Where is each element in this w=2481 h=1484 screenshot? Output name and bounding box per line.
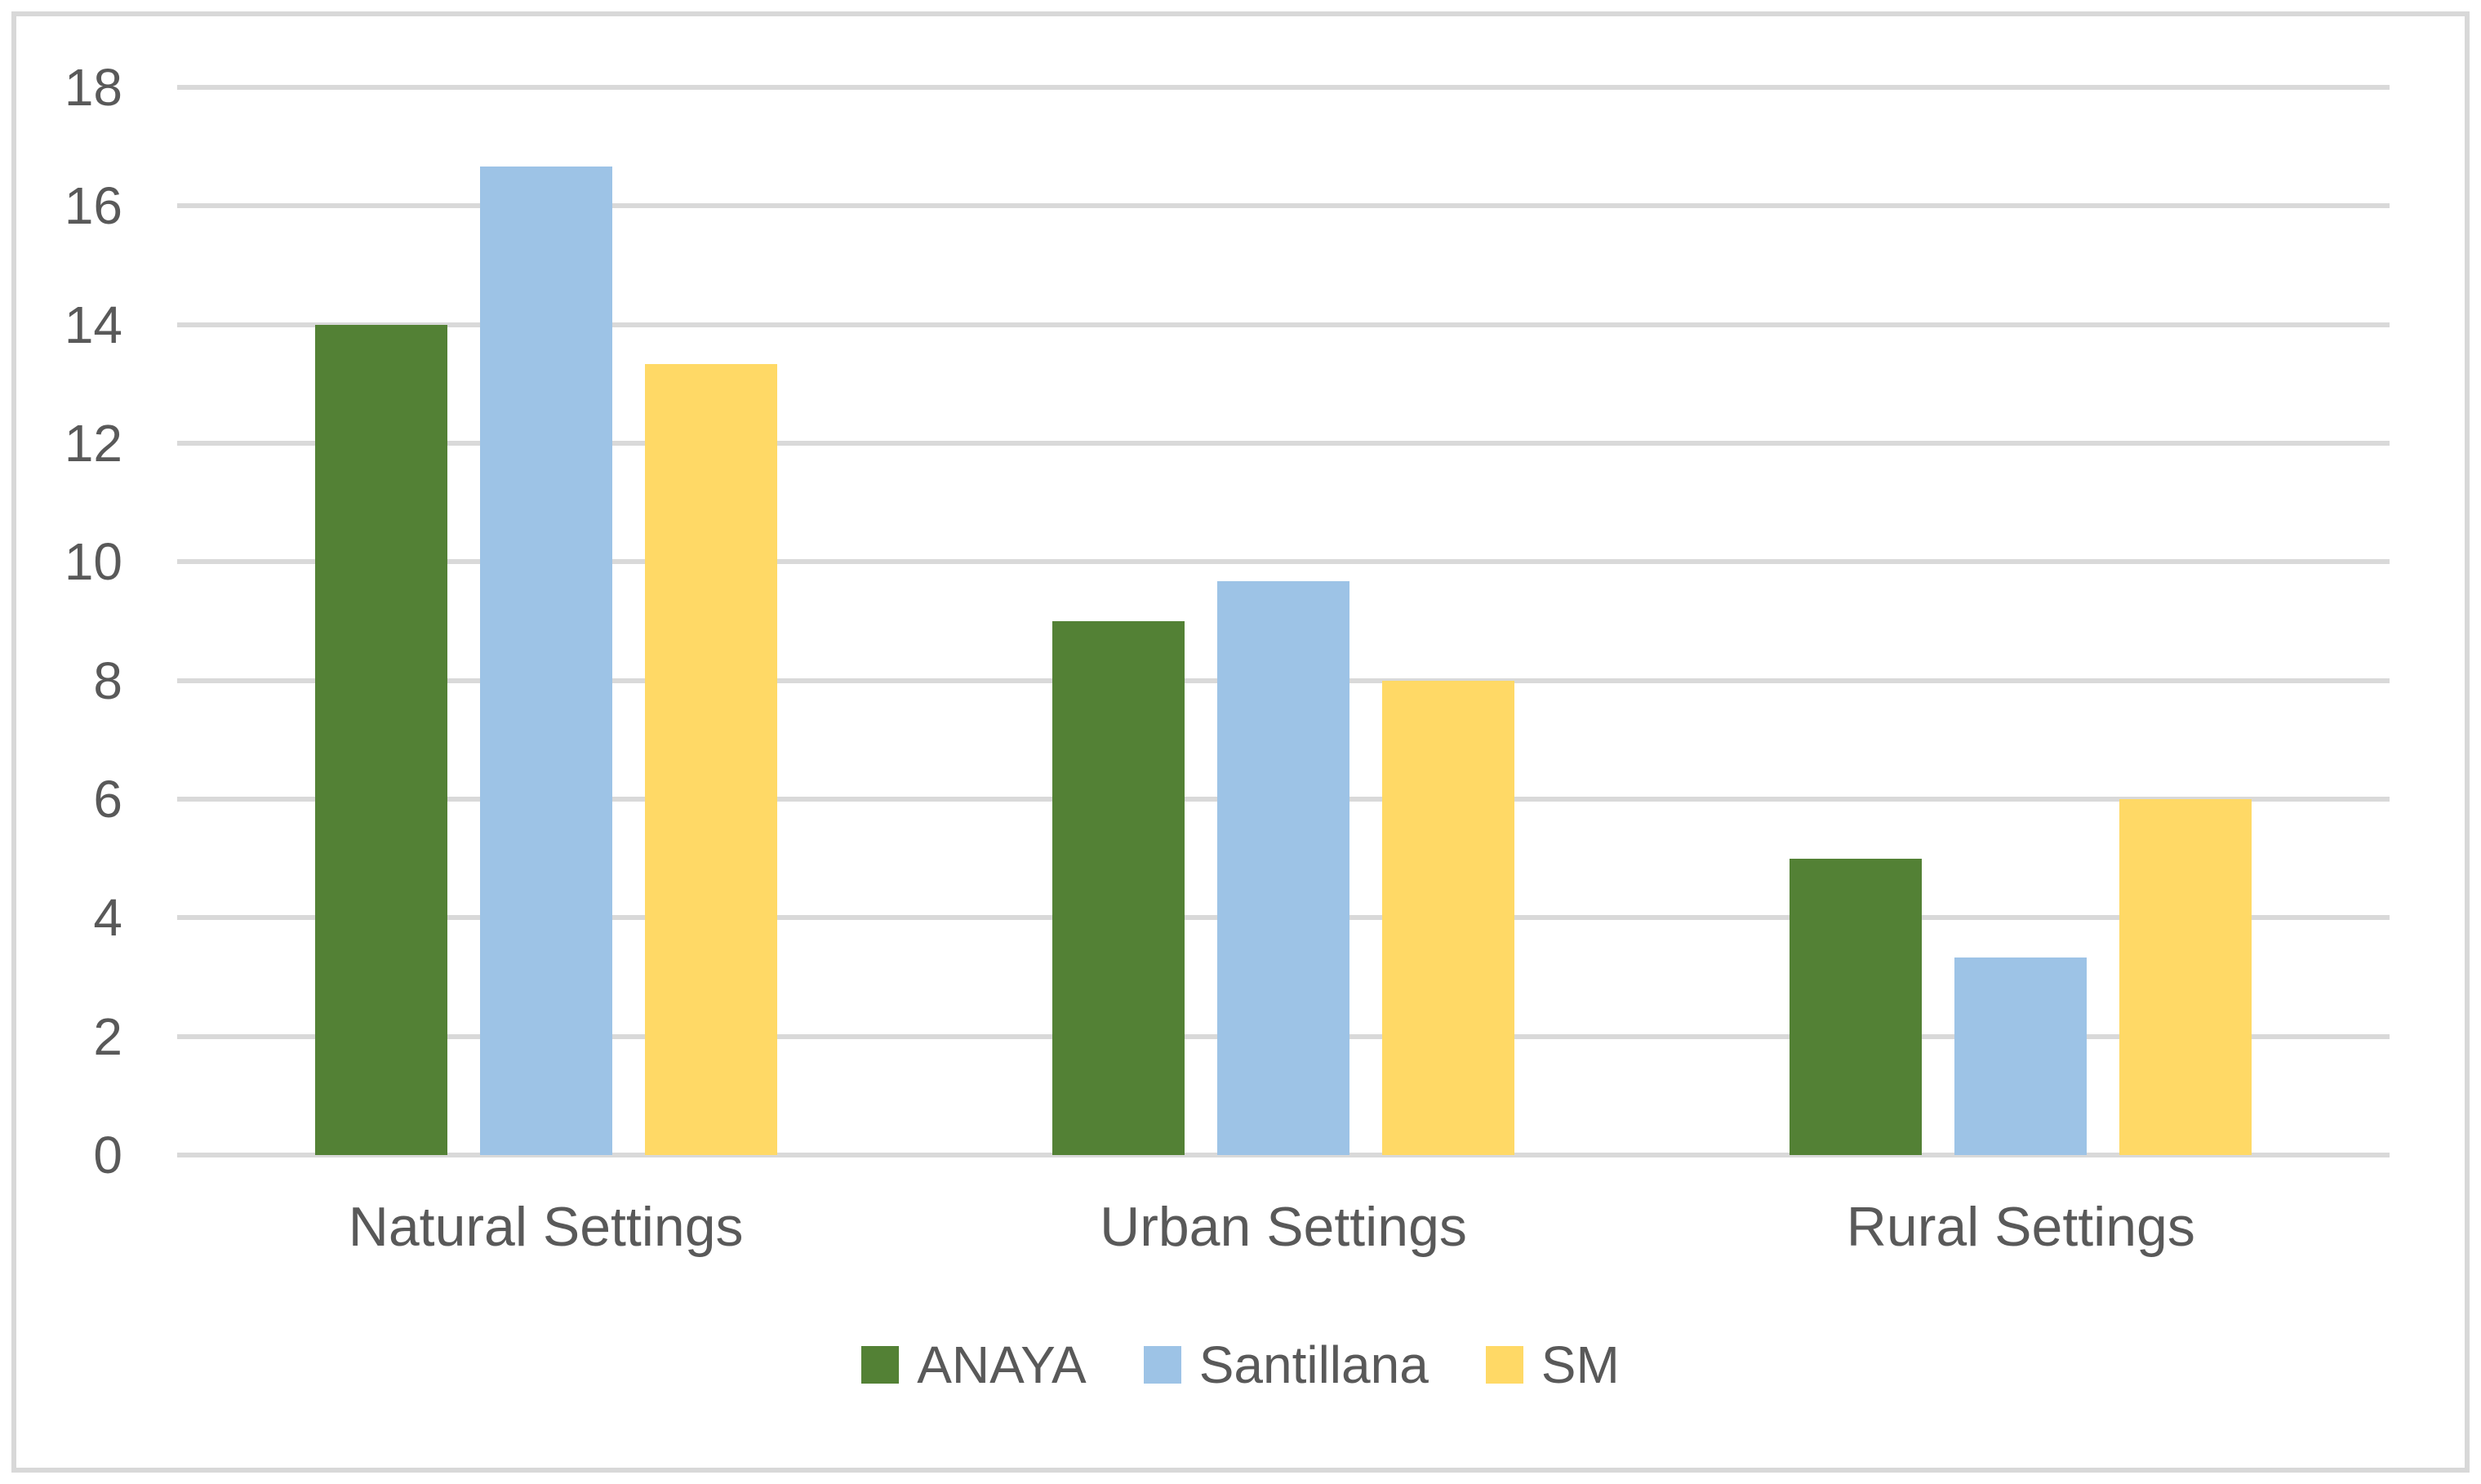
gridline-10 <box>177 559 2390 565</box>
bar-anaya-natural-settings <box>314 324 447 1155</box>
bar-sm-natural-settings <box>644 364 777 1155</box>
bar-sm-rural-settings <box>2119 799 2252 1155</box>
bar-santillana-natural-settings <box>479 166 612 1155</box>
legend: ANAYA Santillana SM <box>0 1331 2481 1399</box>
bar-santillana-rural-settings <box>1954 957 2088 1155</box>
figure-border <box>11 11 2470 1473</box>
y-tick-label-16: 16 <box>64 176 122 236</box>
category-label-rural-settings: Rural Settings <box>1846 1196 2195 1258</box>
bar-sm-urban-settings <box>1382 680 1514 1155</box>
y-tick-label-14: 14 <box>64 295 122 354</box>
y-tick-label-8: 8 <box>93 651 122 710</box>
gridline-14 <box>177 322 2390 327</box>
bar-anaya-rural-settings <box>1790 858 1923 1155</box>
legend-item-santillana: Santillana <box>1143 1335 1429 1394</box>
bar-anaya-urban-settings <box>1052 621 1185 1155</box>
gridline-12 <box>177 441 2390 446</box>
y-tick-label-6: 6 <box>93 770 122 829</box>
legend-label-anaya: ANAYA <box>917 1335 1087 1394</box>
category-label-urban-settings: Urban Settings <box>1100 1196 1467 1258</box>
category-label-natural-settings: Natural Settings <box>348 1196 744 1258</box>
legend-swatch-santillana <box>1143 1346 1181 1384</box>
gridline-18 <box>177 85 2390 90</box>
y-tick-label-4: 4 <box>93 888 122 948</box>
legend-swatch-sm <box>1485 1346 1523 1384</box>
bar-santillana-urban-settings <box>1217 581 1349 1155</box>
legend-item-anaya: ANAYA <box>861 1335 1087 1394</box>
gridline-0 <box>177 1153 2390 1157</box>
gridline-16 <box>177 203 2390 209</box>
y-tick-label-10: 10 <box>64 532 122 592</box>
y-tick-label-2: 2 <box>93 1006 122 1066</box>
legend-item-sm: SM <box>1485 1335 1620 1394</box>
legend-label-sm: SM <box>1541 1335 1620 1394</box>
y-tick-label-18: 18 <box>64 58 122 117</box>
y-tick-label-0: 0 <box>93 1126 122 1184</box>
legend-label-santillana: Santillana <box>1198 1335 1429 1394</box>
y-tick-label-12: 12 <box>64 414 122 473</box>
legend-swatch-anaya <box>861 1346 900 1384</box>
